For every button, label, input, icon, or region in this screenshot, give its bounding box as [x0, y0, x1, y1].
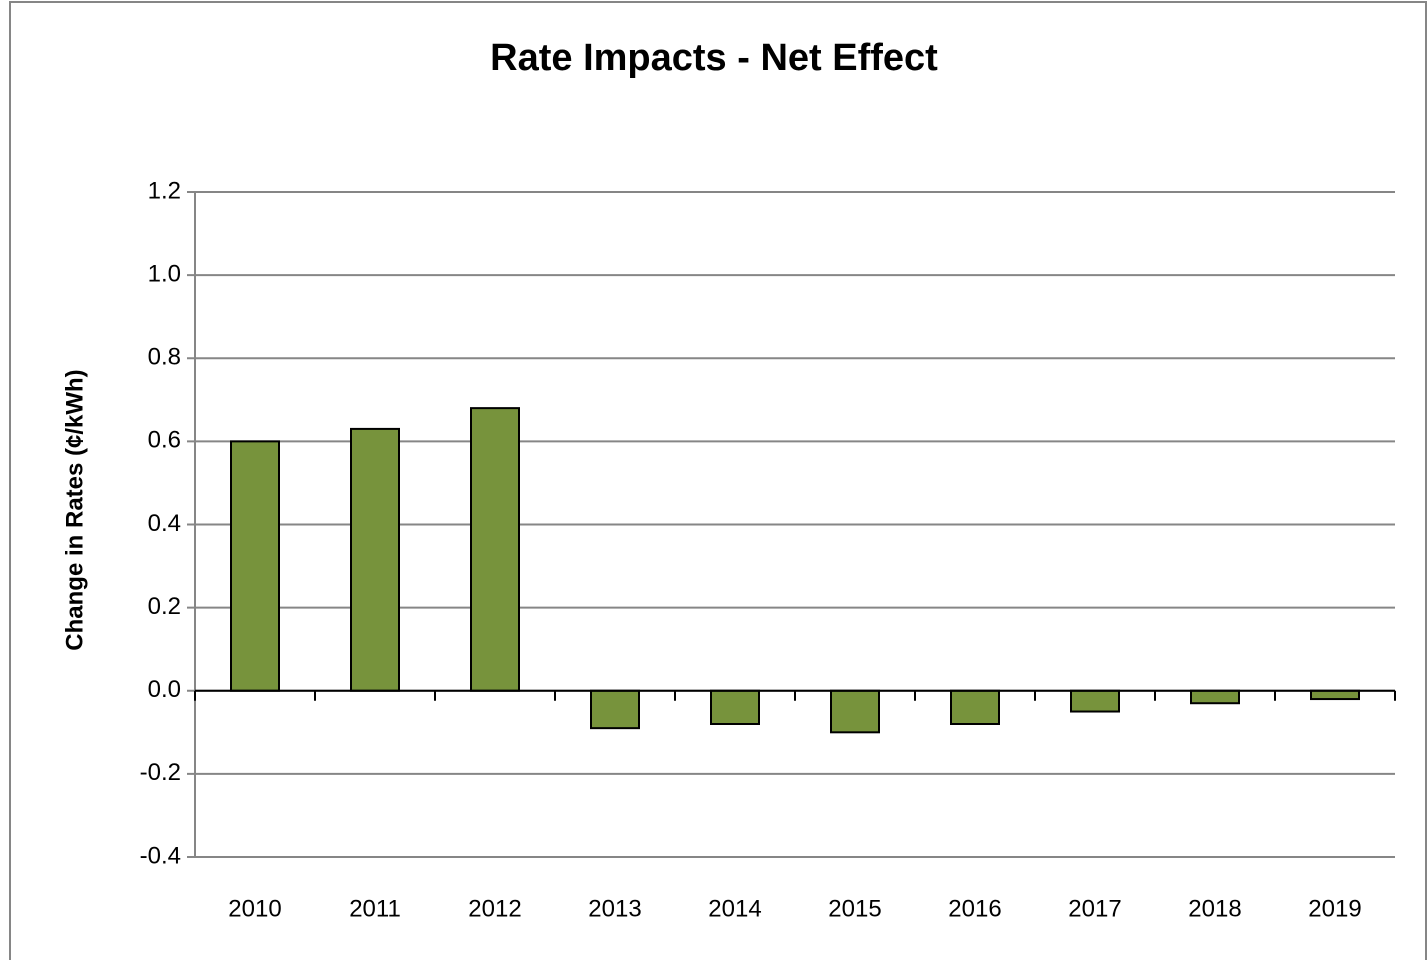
y-tick-label: -0.2 — [140, 759, 181, 786]
x-tick-label: 2017 — [1068, 895, 1121, 922]
y-tick-label: 0.4 — [148, 510, 181, 537]
bar — [1070, 689, 1120, 713]
bar — [590, 689, 640, 730]
bar — [230, 440, 280, 692]
x-tick-label: 2012 — [468, 895, 521, 922]
y-tick-label: 1.2 — [148, 177, 181, 204]
y-tick-label: 0.6 — [148, 427, 181, 454]
bar — [1190, 689, 1240, 705]
y-tick-label: -0.4 — [140, 842, 181, 869]
bar — [470, 407, 520, 692]
x-tick-label: 2016 — [948, 895, 1001, 922]
chart-frame — [9, 1, 1427, 965]
bar — [350, 427, 400, 692]
y-tick-label: 0.0 — [148, 676, 181, 703]
x-tick-label: 2019 — [1308, 895, 1361, 922]
y-tick-label: 1.0 — [148, 260, 181, 287]
x-tick-label: 2013 — [588, 895, 641, 922]
chart-title: Rate Impacts - Net Effect — [490, 37, 938, 79]
y-tick-label: 0.8 — [148, 344, 181, 371]
x-tick-label: 2011 — [349, 895, 401, 922]
bar — [830, 689, 880, 734]
y-tick-label: 0.2 — [148, 593, 181, 620]
x-tick-label: 2015 — [828, 895, 881, 922]
bar — [710, 689, 760, 725]
bar — [950, 689, 1000, 725]
x-tick-label: 2010 — [228, 895, 281, 922]
x-tick-label: 2018 — [1188, 895, 1241, 922]
y-axis-label: Change in Rates (¢/kWh) — [61, 369, 88, 650]
bar — [1310, 689, 1360, 701]
x-tick-label: 2014 — [708, 895, 761, 922]
